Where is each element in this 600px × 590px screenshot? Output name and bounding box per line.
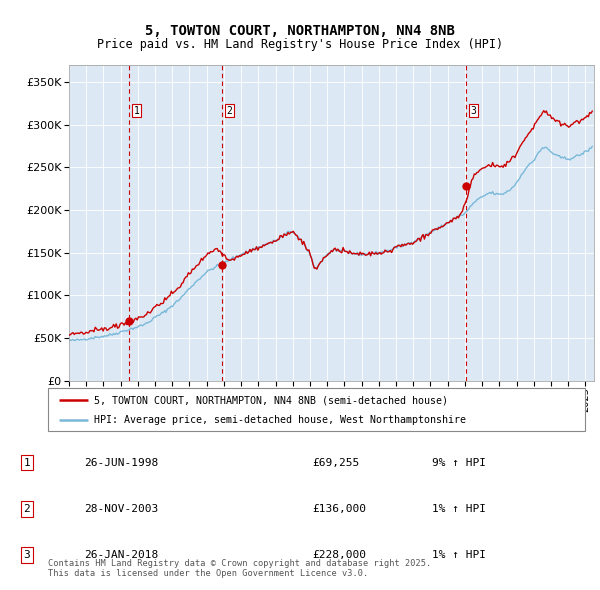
Text: 9% ↑ HPI: 9% ↑ HPI (432, 458, 486, 468)
Text: HPI: Average price, semi-detached house, West Northamptonshire: HPI: Average price, semi-detached house,… (94, 415, 466, 425)
Text: 1% ↑ HPI: 1% ↑ HPI (432, 550, 486, 560)
Text: £69,255: £69,255 (312, 458, 359, 468)
Text: 1% ↑ HPI: 1% ↑ HPI (432, 504, 486, 514)
Text: 3: 3 (470, 106, 476, 116)
Text: £228,000: £228,000 (312, 550, 366, 560)
Text: 26-JAN-2018: 26-JAN-2018 (84, 550, 158, 560)
Text: 5, TOWTON COURT, NORTHAMPTON, NN4 8NB (semi-detached house): 5, TOWTON COURT, NORTHAMPTON, NN4 8NB (s… (94, 395, 448, 405)
Text: Contains HM Land Registry data © Crown copyright and database right 2025.
This d: Contains HM Land Registry data © Crown c… (48, 559, 431, 578)
Text: 1: 1 (133, 106, 139, 116)
Text: 1: 1 (23, 458, 31, 468)
Text: 5, TOWTON COURT, NORTHAMPTON, NN4 8NB: 5, TOWTON COURT, NORTHAMPTON, NN4 8NB (145, 24, 455, 38)
Text: 26-JUN-1998: 26-JUN-1998 (84, 458, 158, 468)
Text: 2: 2 (23, 504, 31, 514)
Text: 3: 3 (23, 550, 31, 560)
Text: 28-NOV-2003: 28-NOV-2003 (84, 504, 158, 514)
Text: 2: 2 (227, 106, 233, 116)
Text: £136,000: £136,000 (312, 504, 366, 514)
Text: Price paid vs. HM Land Registry's House Price Index (HPI): Price paid vs. HM Land Registry's House … (97, 38, 503, 51)
